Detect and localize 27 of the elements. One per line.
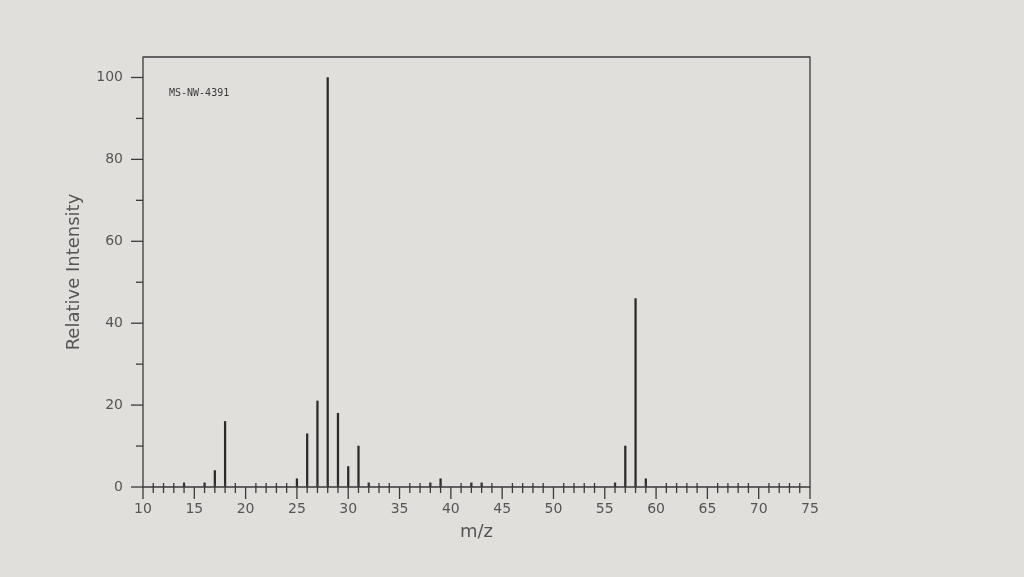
x-tick-label: 55 (595, 500, 614, 517)
x-tick-label: 30 (339, 500, 358, 517)
x-tick-label: 20 (236, 500, 255, 517)
annotation: MS-NW-4391 (169, 86, 230, 98)
y-tick-label: 0 (114, 477, 123, 494)
y-tick-label: 20 (105, 395, 123, 412)
y-tick-label: 60 (105, 231, 123, 248)
x-tick-label: 70 (749, 500, 768, 517)
x-tick-label: 60 (647, 500, 665, 517)
y-axis-title: Relative Intensity (62, 193, 84, 351)
bar (316, 400, 319, 487)
bar (357, 445, 360, 487)
x-tick-label: 65 (698, 500, 717, 517)
x-axis-title: m/z (459, 519, 494, 541)
x-tick-label: 35 (390, 500, 409, 517)
y-tick-label: 80 (105, 150, 123, 167)
y-tick-label: 40 (105, 313, 123, 330)
x-tick-label: 75 (801, 500, 819, 517)
x-tick-label: 45 (493, 500, 512, 517)
x-tick-label: 15 (185, 500, 204, 517)
x-tick-label: 10 (134, 500, 152, 517)
x-tick-label: 40 (441, 500, 460, 517)
x-tick-label: 50 (544, 500, 563, 517)
bar (439, 478, 442, 487)
bar (634, 298, 637, 487)
y-tick-label: 100 (96, 68, 123, 85)
x-tick-label: 25 (288, 500, 306, 517)
